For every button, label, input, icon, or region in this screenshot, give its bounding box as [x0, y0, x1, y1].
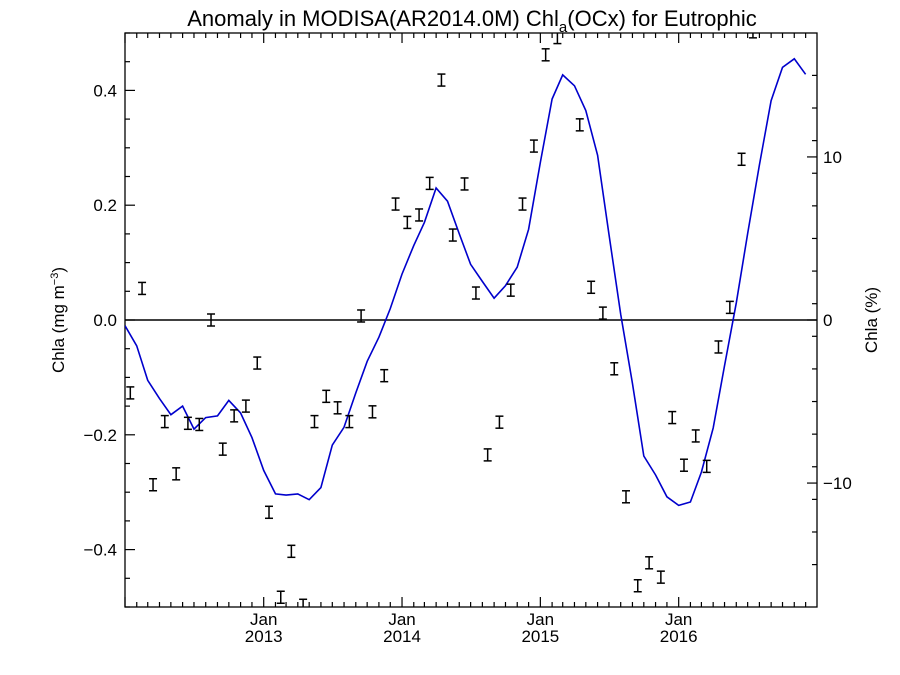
anomaly-point [126, 386, 135, 400]
anomaly-point [587, 280, 596, 295]
left-tick-label: 0.4 [93, 81, 117, 100]
fit-line-series [125, 57, 807, 507]
chart-title-main: Anomaly in MODISA(AR2014.0M) Chl [187, 6, 559, 31]
anomaly-point [529, 139, 538, 153]
right-y-axis: 10 0 −10 [807, 74, 852, 566]
anomaly-point [725, 300, 734, 315]
anomaly-point [415, 208, 424, 222]
anomaly-point [748, 33, 757, 39]
anomaly-point [380, 368, 389, 383]
anomaly-point [541, 48, 550, 62]
anomaly-points-series [126, 4, 769, 607]
anomaly-point [761, 4, 769, 16]
anomaly-point [460, 177, 469, 191]
anomaly-point [368, 405, 377, 419]
x-tick-label-year: 2014 [383, 627, 421, 646]
anomaly-point [506, 283, 515, 297]
anomaly-point [495, 415, 504, 429]
plot-area [124, 32, 818, 608]
anomaly-point [714, 340, 723, 354]
anomaly-point [471, 286, 480, 300]
left-y-axis-label: Chla (mg m−3) [49, 267, 68, 373]
anomaly-point [633, 579, 642, 593]
anomaly-point [207, 313, 216, 327]
anomaly-point [575, 118, 584, 132]
anomaly-point [437, 73, 446, 87]
anomaly-point [656, 570, 665, 584]
anomaly-point [691, 429, 700, 443]
anomaly-point [265, 505, 274, 520]
anomaly-point [253, 356, 262, 370]
anomaly-point [287, 544, 296, 559]
chart-title-end: (OCx) for Eutrophic [567, 6, 757, 31]
anomaly-point [241, 399, 250, 413]
anomaly-point [276, 590, 285, 604]
fit-line [125, 57, 807, 507]
anomaly-point [345, 414, 354, 429]
anomaly-point [138, 281, 147, 296]
anomaly-point [195, 417, 204, 432]
anomaly-point [483, 448, 492, 462]
left-tick-label: 0.2 [93, 196, 117, 215]
chart-title-subscript: a [559, 19, 568, 36]
anomaly-point [645, 556, 654, 570]
anomaly-point [333, 401, 342, 415]
anomaly-point [737, 152, 746, 167]
anomaly-point [218, 442, 227, 456]
left-tick-label: 0.0 [93, 311, 117, 330]
anomaly-point [668, 410, 677, 425]
anomaly-point [183, 416, 192, 431]
right-tick-label: −10 [823, 474, 852, 493]
anomaly-point [702, 459, 711, 474]
anomaly-point [425, 176, 434, 191]
x-tick-label-month: Jan [250, 610, 277, 629]
anomaly-point [448, 228, 457, 242]
x-tick-label-month: Jan [527, 610, 554, 629]
anomaly-point [391, 197, 400, 211]
right-y-axis-label: Chla (%) [862, 287, 881, 353]
left-y-axis: 0.4 0.2 0.0 −0.2 −0.4 [83, 32, 135, 608]
anomaly-point [621, 490, 630, 504]
anomaly-point [610, 362, 619, 376]
anomaly-point [518, 197, 527, 211]
left-y-label-sup: −3 [49, 273, 61, 286]
x-tick-label-month: Jan [388, 610, 415, 629]
right-tick-label: 10 [823, 148, 842, 167]
anomaly-point [357, 309, 366, 323]
anomaly-point [403, 215, 412, 230]
x-tick-label-month: Jan [665, 610, 692, 629]
chart-title: Anomaly in MODISA(AR2014.0M) Chla(OCx) f… [187, 6, 757, 36]
x-tick-label-year: 2015 [521, 627, 559, 646]
left-y-label-main: Chla (mg m [49, 285, 68, 373]
x-tick-label-year: 2016 [660, 627, 698, 646]
anomaly-point [299, 598, 308, 607]
right-tick-label: 0 [823, 311, 832, 330]
anomaly-point [160, 414, 169, 429]
anomaly-point [679, 458, 688, 472]
anomaly-point [230, 409, 239, 423]
x-tick-label-year: 2013 [245, 627, 283, 646]
anomaly-point [598, 306, 607, 320]
anomaly-point [322, 389, 331, 404]
left-tick-label: −0.4 [83, 541, 117, 560]
anomaly-point [310, 414, 319, 429]
anomaly-point [172, 467, 181, 481]
left-y-label-end: ) [49, 267, 68, 273]
anomaly-point [149, 477, 158, 492]
anomaly-point [553, 33, 562, 45]
left-tick-label: −0.2 [83, 426, 117, 445]
